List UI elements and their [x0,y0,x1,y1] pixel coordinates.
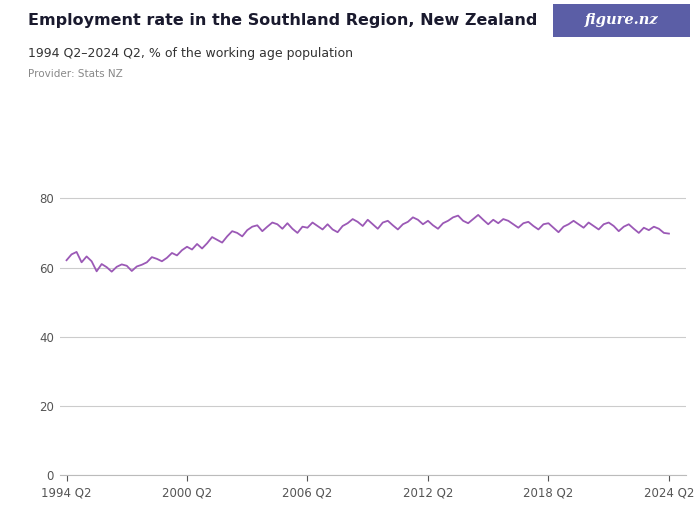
Text: Employment rate in the Southland Region, New Zealand: Employment rate in the Southland Region,… [28,13,538,28]
Text: figure.nz: figure.nz [584,14,658,27]
Text: 1994 Q2–2024 Q2, % of the working age population: 1994 Q2–2024 Q2, % of the working age po… [28,47,353,60]
Text: Provider: Stats NZ: Provider: Stats NZ [28,69,122,79]
